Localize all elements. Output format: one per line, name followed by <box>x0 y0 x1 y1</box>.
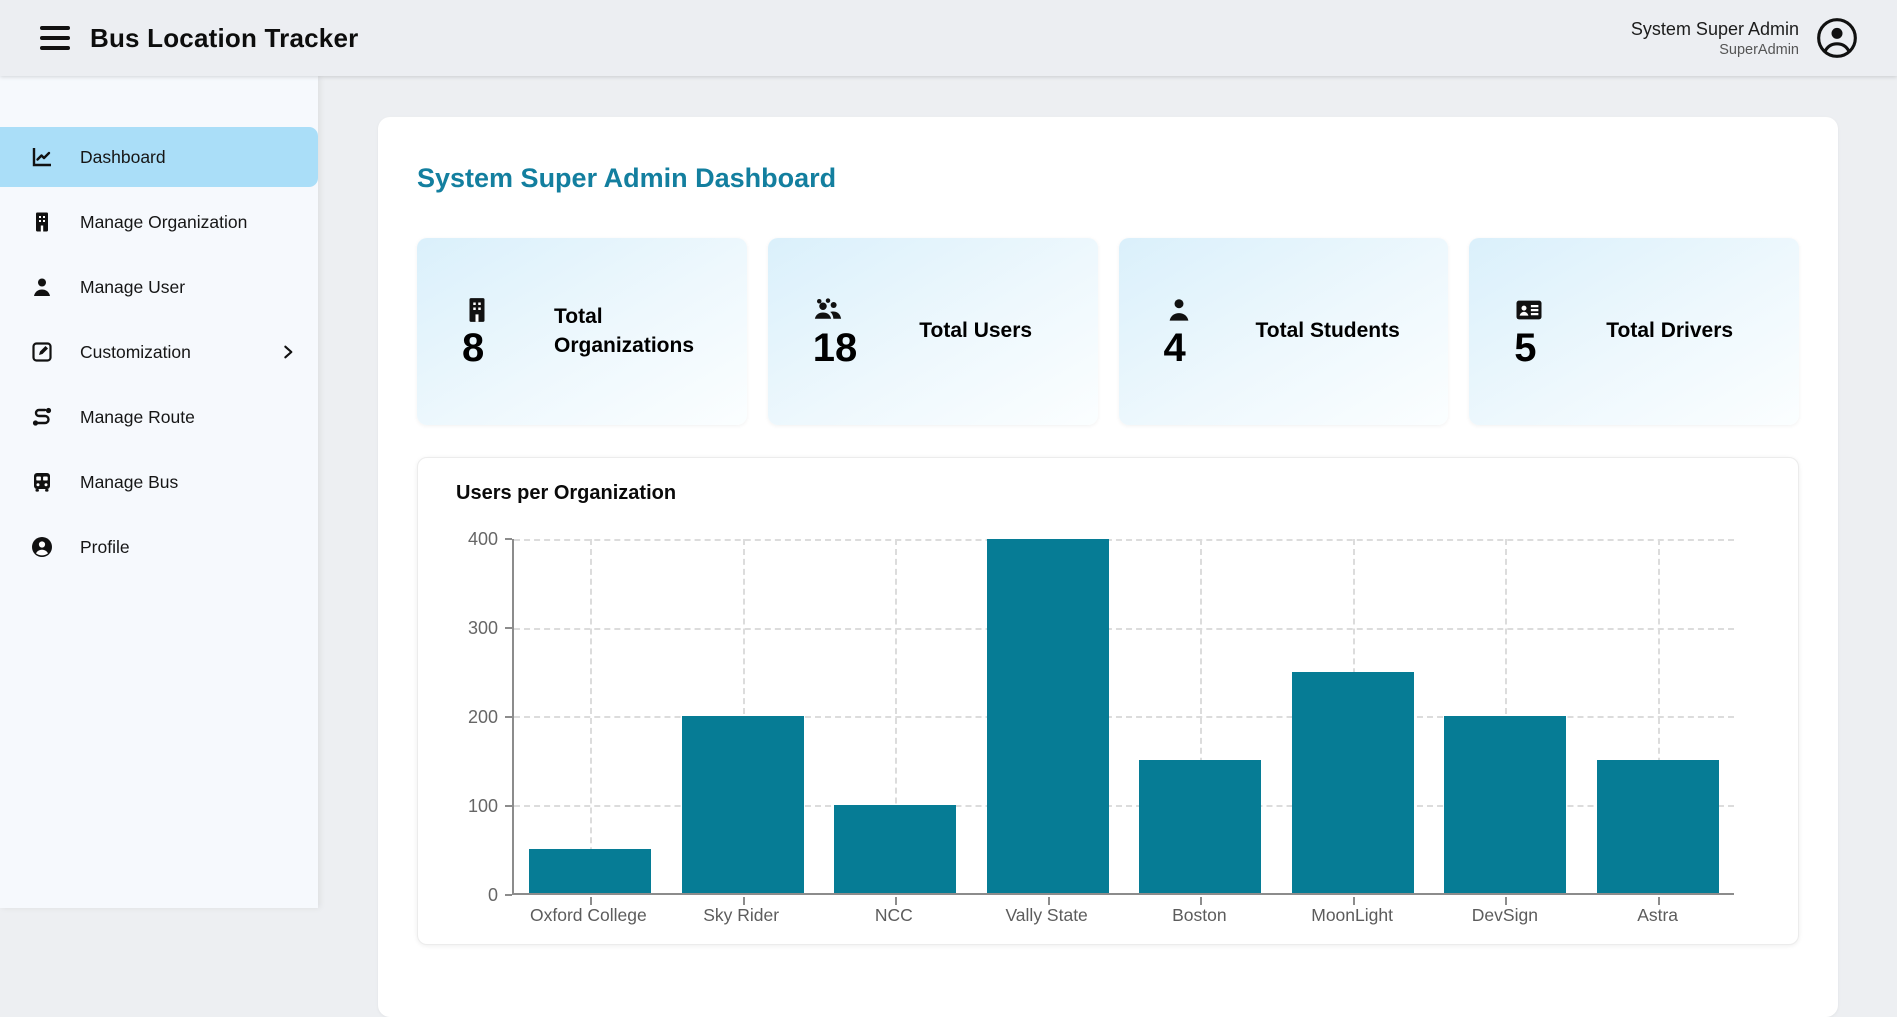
bar-chart: 0100200300400 Oxford CollegeSky RiderNCC… <box>440 539 1770 926</box>
x-tick-mark <box>1048 897 1050 905</box>
sidebar-item-manage-organization[interactable]: Manage Organization <box>0 192 318 252</box>
header-user-role: SuperAdmin <box>1631 42 1799 58</box>
bus-icon <box>30 470 54 494</box>
bar <box>682 716 804 893</box>
user-circle-icon <box>30 535 54 559</box>
users-icon <box>813 295 843 325</box>
x-tick-mark <box>590 897 592 905</box>
chart-title: Users per Organization <box>440 482 1770 505</box>
stat-label: Total Users <box>919 317 1064 345</box>
x-tick-label: Oxford College <box>512 905 665 926</box>
y-tick-label: 200 <box>468 707 498 728</box>
users-per-organization-chart: Users per Organization 0 100 200 300 400 Oxf… <box>417 457 1799 945</box>
edit-icon <box>30 340 54 364</box>
stat-card-total-users: 18 Total Users <box>768 238 1098 425</box>
user-avatar-icon[interactable] <box>1815 16 1859 60</box>
chart-column <box>667 539 820 893</box>
chart-column <box>1429 539 1582 893</box>
x-tick-label: MoonLight <box>1276 905 1429 926</box>
x-tick-mark <box>1353 897 1355 905</box>
app-title: Bus Location Tracker <box>90 23 358 54</box>
stat-card-total-drivers: 5 Total Drivers <box>1469 238 1799 425</box>
sidebar-item-label: Manage Organization <box>80 212 296 233</box>
y-tick-mark <box>505 894 512 896</box>
chart-column <box>1582 539 1735 893</box>
sidebar-item-label: Dashboard <box>80 147 296 168</box>
stat-card-total-organizations: 8 Total Organizations <box>417 238 747 425</box>
x-tick-label: Sky Rider <box>665 905 818 926</box>
v-gridline <box>590 539 592 893</box>
y-tick-mark <box>505 716 512 718</box>
y-tick-label: 100 <box>468 796 498 817</box>
stat-value: 5 <box>1514 327 1536 369</box>
bar <box>1597 760 1719 893</box>
x-tick-mark <box>1658 897 1660 905</box>
x-tick-mark <box>743 897 745 905</box>
sidebar-item-label: Customization <box>80 342 254 363</box>
x-tick-mark <box>1505 897 1507 905</box>
bar <box>1444 716 1566 893</box>
sidebar-item-label: Profile <box>80 537 296 558</box>
bar <box>1139 760 1261 893</box>
sidebar-item-dashboard[interactable]: Dashboard <box>0 127 318 187</box>
menu-toggle-icon[interactable] <box>40 26 70 50</box>
building-icon <box>30 210 54 234</box>
x-tick-label: Boston <box>1123 905 1276 926</box>
chart-plot <box>512 539 1734 895</box>
sidebar-item-label: Manage Bus <box>80 472 296 493</box>
x-tick-label: Astra <box>1581 905 1734 926</box>
sidebar-item-label: Manage Route <box>80 407 296 428</box>
y-axis-labels: 0100200300400 <box>440 539 512 895</box>
y-tick-label: 300 <box>468 618 498 639</box>
stat-label: Total Drivers <box>1606 317 1751 345</box>
x-tick-mark <box>1200 897 1202 905</box>
student-icon <box>1164 295 1194 325</box>
x-tick-label: Vally State <box>970 905 1123 926</box>
dashboard-panel: System Super Admin Dashboard 8 Total Org… <box>378 117 1838 1017</box>
stat-value: 18 <box>813 327 858 369</box>
x-tick-mark <box>895 897 897 905</box>
y-tick-label: 0 <box>488 885 498 906</box>
sidebar-item-customization[interactable]: Customization <box>0 322 318 382</box>
sidebar-item-label: Manage User <box>80 277 296 298</box>
chart-column <box>1277 539 1430 893</box>
building-icon <box>462 295 492 325</box>
stat-label: Total Organizations <box>554 303 699 360</box>
y-tick-mark <box>505 538 512 540</box>
chart-line-icon <box>30 145 54 169</box>
stats-row: 8 Total Organizations 18 Total Users <box>417 238 1799 425</box>
app-header: Bus Location Tracker System Super Admin … <box>0 0 1897 76</box>
page-title: System Super Admin Dashboard <box>417 163 1799 194</box>
bar <box>834 805 956 894</box>
sidebar-item-manage-bus[interactable]: Manage Bus <box>0 452 318 512</box>
chart-column <box>819 539 972 893</box>
x-tick-label: NCC <box>818 905 971 926</box>
sidebar-item-manage-user[interactable]: Manage User <box>0 257 318 317</box>
sidebar-item-profile[interactable]: Profile <box>0 517 318 577</box>
y-tick-mark <box>505 805 512 807</box>
stat-label: Total Students <box>1256 317 1401 345</box>
sidebar-item-manage-route[interactable]: Manage Route <box>0 387 318 447</box>
header-user-name: System Super Admin <box>1631 19 1799 40</box>
stat-card-total-students: 4 Total Students <box>1119 238 1449 425</box>
user-icon <box>30 275 54 299</box>
route-icon <box>30 405 54 429</box>
y-tick-mark <box>505 627 512 629</box>
chart-column <box>1124 539 1277 893</box>
x-tick-label: DevSign <box>1429 905 1582 926</box>
sidebar: Dashboard Manage Organization Manage Use… <box>0 76 318 908</box>
y-tick-label: 400 <box>468 529 498 550</box>
bar <box>1292 672 1414 893</box>
bar <box>987 539 1109 893</box>
chart-column <box>972 539 1125 893</box>
id-card-icon <box>1514 295 1544 325</box>
chevron-right-icon <box>280 344 296 360</box>
chart-column <box>514 539 667 893</box>
stat-value: 8 <box>462 327 484 369</box>
x-axis-labels: Oxford CollegeSky RiderNCCVally StateBos… <box>512 905 1734 926</box>
stat-value: 4 <box>1164 327 1186 369</box>
bar <box>529 849 651 893</box>
